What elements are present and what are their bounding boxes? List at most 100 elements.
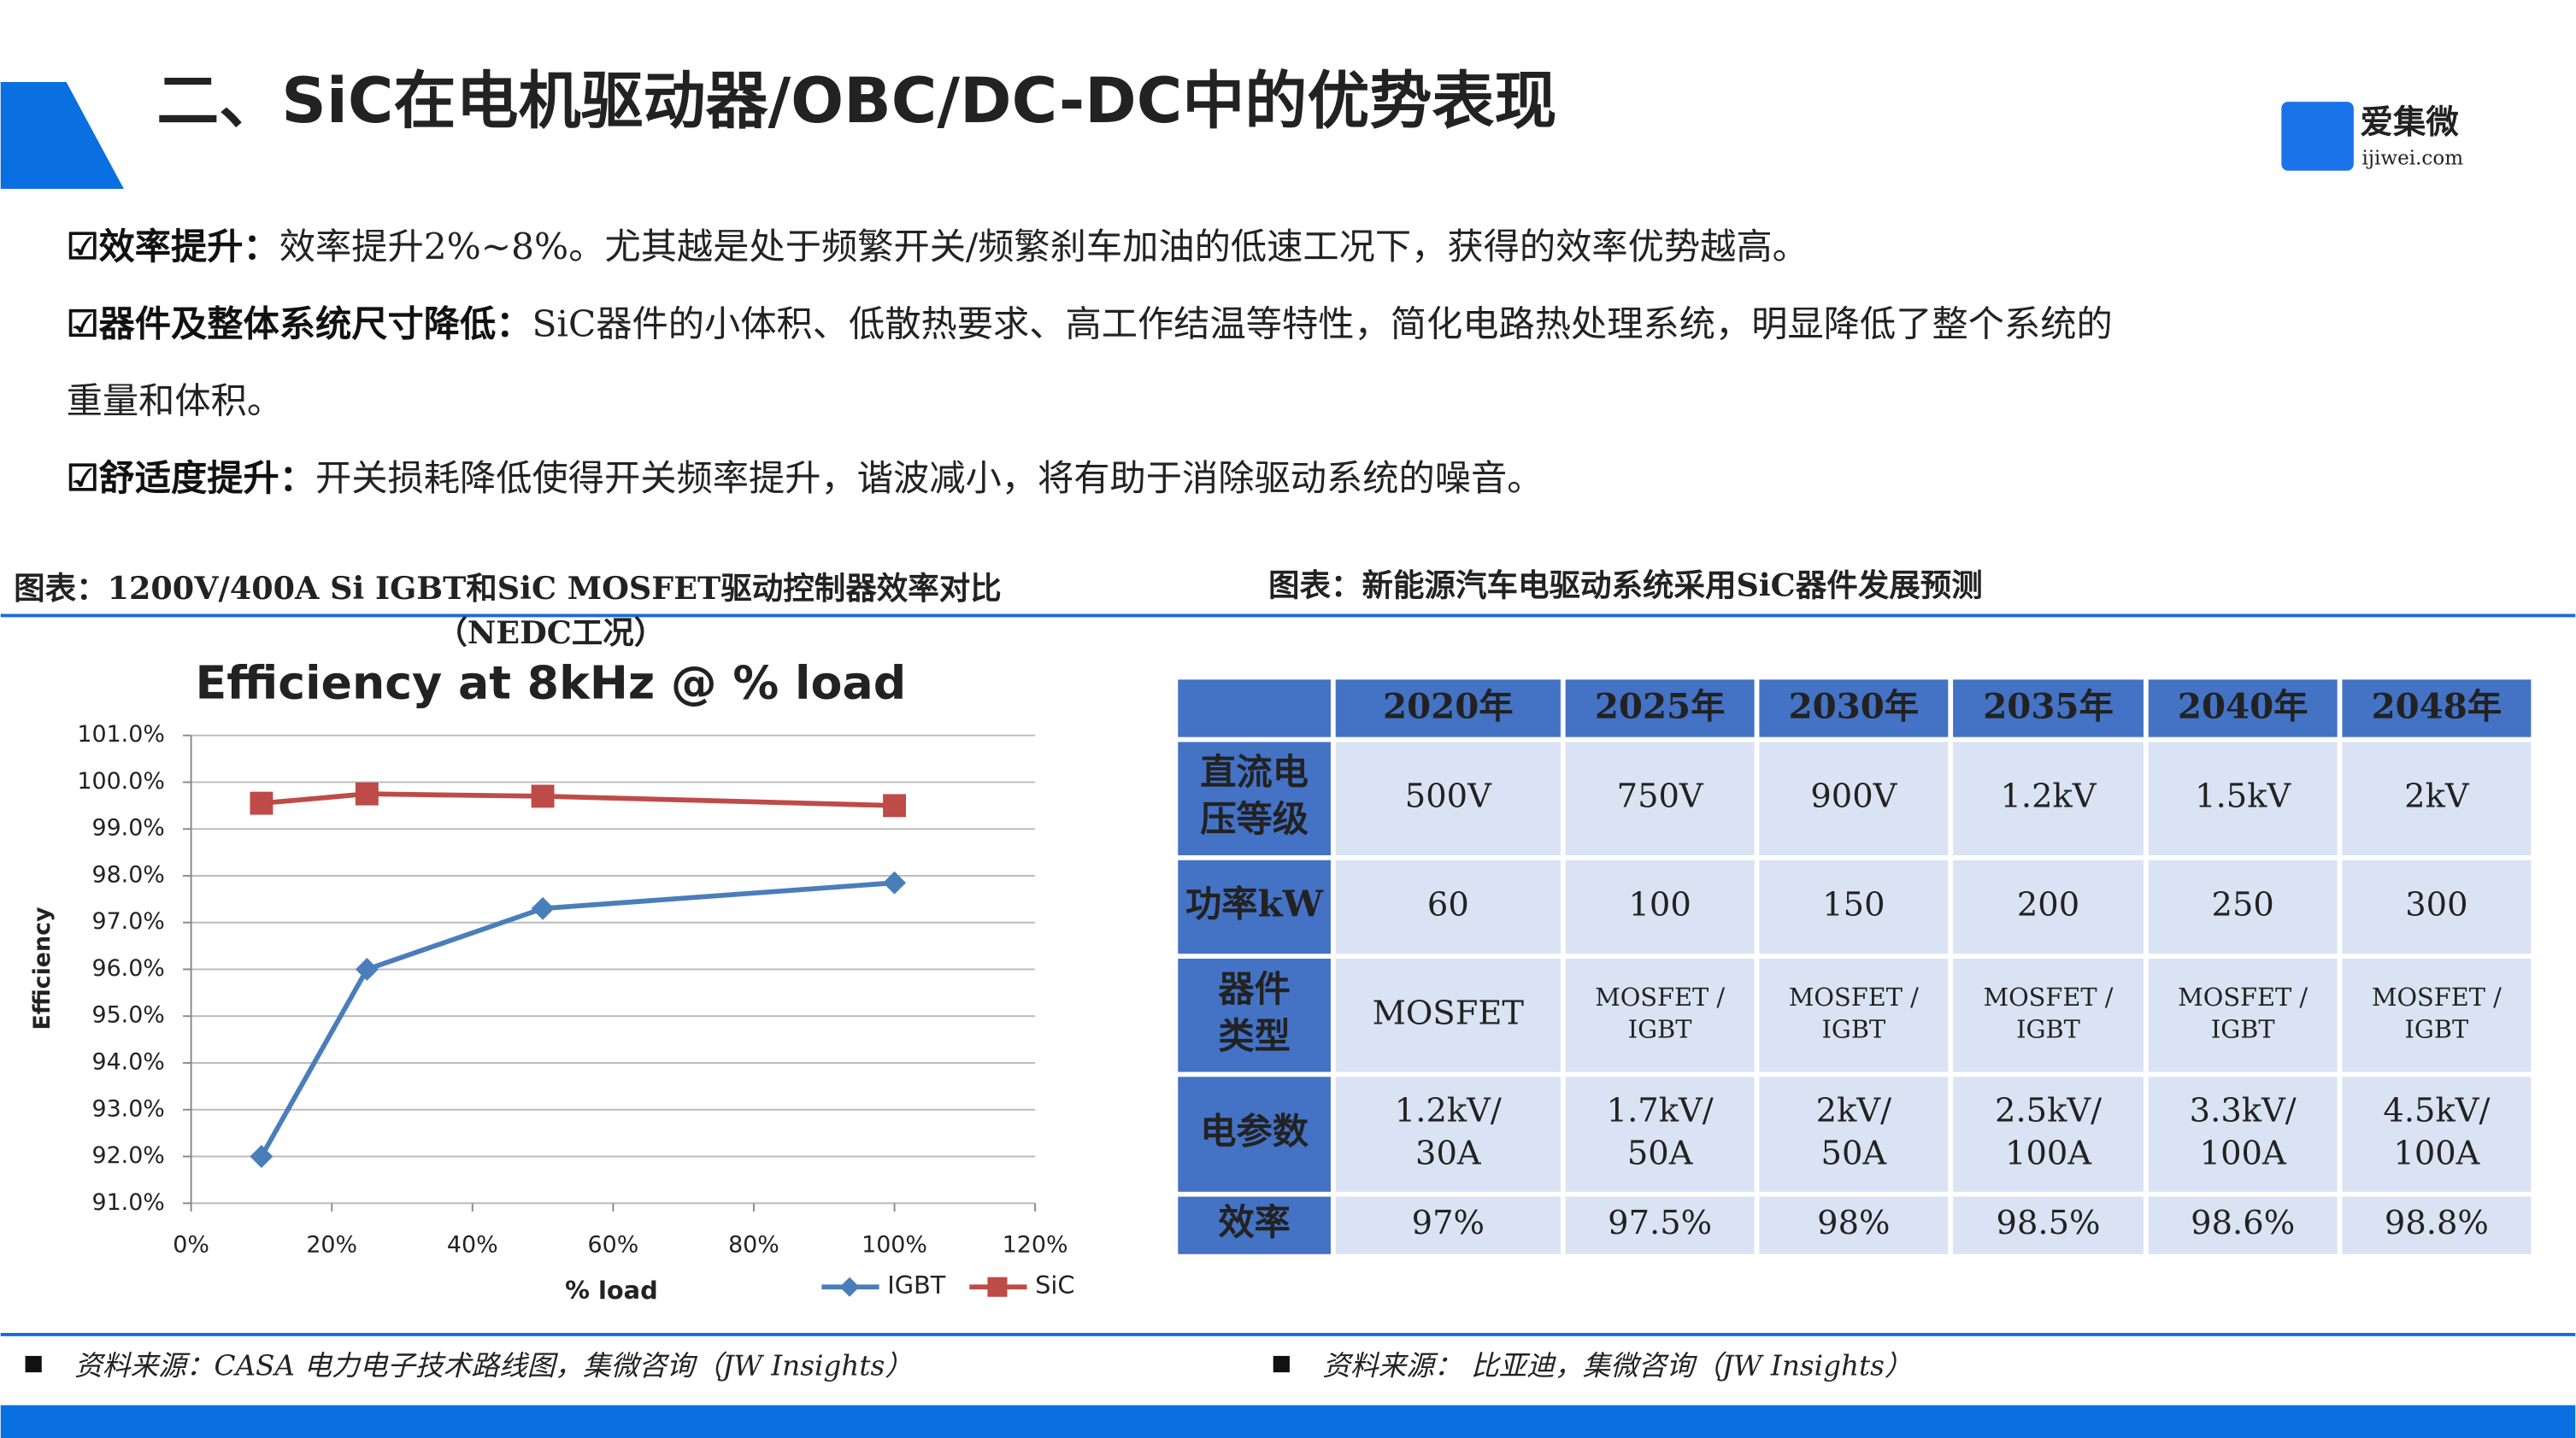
cell-text: MOSFET /	[1984, 983, 2114, 1012]
point	[531, 784, 555, 808]
bullet-square	[25, 1355, 42, 1373]
y-tick-label: 92.0%	[91, 1142, 164, 1169]
y-tick-label: 95.0%	[91, 1002, 164, 1029]
cell-text: 100A	[2393, 1135, 2480, 1173]
point	[883, 794, 906, 818]
header-cell	[1178, 679, 1331, 737]
cell-text: 200	[2017, 885, 2079, 924]
cell-text: 30A	[1415, 1135, 1482, 1173]
legend-marker	[839, 1277, 860, 1297]
cell-text: 1.7kV/	[1607, 1092, 1714, 1130]
bullet-text: SiC器件的小体积、低散热要求、高工作结温等特性，简化电路热处理系统，明显降低了…	[532, 302, 2112, 344]
point	[883, 871, 906, 895]
header-text: 2030年	[1789, 685, 1920, 726]
table-cell	[2342, 742, 2532, 855]
header-text: 2025年	[1595, 685, 1726, 726]
legend-label: IGBT	[887, 1271, 946, 1300]
cell-text: 3.3kV/	[2190, 1092, 2297, 1130]
cell-text: IGBT	[2405, 1015, 2469, 1044]
table-cell	[2148, 742, 2338, 855]
cell-text: 电参数	[1200, 1110, 1309, 1153]
cell-text: 类型	[1218, 1014, 1291, 1057]
table-cell	[2342, 959, 2532, 1072]
corner-shape	[0, 82, 124, 189]
cell-text: 1.2kV	[2000, 778, 2097, 816]
cell-text: 4.5kV/	[2383, 1092, 2490, 1130]
cell-text: 750V	[1617, 778, 1704, 816]
source: 资料来源： 比亚迪，集微咨询（JW Insights）	[1322, 1349, 1912, 1382]
table-cell	[1953, 959, 2144, 1072]
table-cell	[2342, 1077, 2532, 1192]
table-cell	[2342, 860, 2532, 954]
cell-text: 97.5%	[1608, 1204, 1712, 1242]
row-label-cell	[1178, 959, 1331, 1072]
y-tick-label: 91.0%	[91, 1189, 164, 1216]
cell-text: 60	[1427, 885, 1469, 924]
table-cell	[2148, 1077, 2338, 1192]
footer-bar	[0, 1405, 2576, 1438]
cell-text: 50A	[1627, 1135, 1694, 1173]
table-cell	[1565, 1077, 1755, 1192]
bullet: ☑器件及整体系统尺寸降低：SiC器件的小体积、低散热要求、高工作结温等特性，简化…	[67, 302, 2113, 344]
x-tick-label: 40%	[447, 1232, 498, 1259]
legend-marker	[987, 1277, 1008, 1297]
cell-text: MOSFET /	[1595, 983, 1725, 1012]
y-tick-label: 100.0%	[77, 768, 164, 795]
bullet-label: ☑器件及整体系统尺寸降低：	[67, 302, 532, 344]
bullet-label: ☑效率提升：	[67, 225, 279, 267]
cell-text: IGBT	[2016, 1015, 2080, 1044]
header-cell	[2148, 679, 2338, 737]
header-cell	[1565, 679, 1755, 737]
row-label-cell	[1178, 860, 1331, 954]
cell-text: MOSFET /	[2178, 983, 2308, 1012]
cell-text: IGBT	[2211, 1015, 2275, 1044]
cell-text: 2kV	[2404, 778, 2470, 816]
cell-text: 300	[2405, 885, 2467, 924]
bullet-text: 开关损耗降低使得开关频率提升，谐波减小，将有助于消除驱动系统的噪音。	[315, 457, 1544, 499]
table-cell	[2148, 959, 2338, 1072]
table-cell	[1565, 860, 1755, 954]
table-cell	[1759, 1196, 1949, 1254]
table-cell	[1953, 742, 2144, 855]
y-tick-label: 94.0%	[91, 1048, 164, 1075]
bullet: ☑效率提升：效率提升2%~8%。尤其越是处于频繁开关/频繁刹车加油的低速工况下，…	[67, 225, 1808, 267]
cell-text: 器件	[1218, 967, 1291, 1010]
table-caption: 图表：新能源汽车电驱动系统采用SiC器件发展预测	[1268, 566, 1983, 603]
cell-text: 直流电	[1200, 750, 1309, 793]
cell-text: 100A	[2005, 1135, 2092, 1173]
header-cell	[1759, 679, 1949, 737]
bullet-text: 重量和体积。	[67, 380, 283, 422]
header-text: 2040年	[2178, 685, 2308, 726]
header-text: 2035年	[1983, 685, 2114, 726]
table-cell	[2148, 1196, 2338, 1254]
logo-text: 爱集微	[2361, 103, 2460, 142]
cell-text: MOSFET /	[2372, 983, 2502, 1012]
title: 二、SiC在电机驱动器/OBC/DC-DC中的优势表现	[156, 65, 1556, 138]
cell-text: 98.8%	[2385, 1204, 2489, 1242]
y-tick-label: 93.0%	[91, 1095, 164, 1122]
row-label-cell	[1178, 1196, 1331, 1254]
cell-text: 1.5kV	[2195, 778, 2291, 816]
chart-caption: 图表：1200V/400A Si IGBT和SiC MOSFET驱动控制器效率对…	[14, 570, 1002, 607]
x-tick-label: 120%	[1003, 1232, 1068, 1259]
logo-url: ijiwei.com	[2361, 147, 2463, 169]
table-cell	[1953, 860, 2144, 954]
header-text: 2048年	[2372, 685, 2502, 726]
cell-text: IGBT	[1821, 1015, 1885, 1044]
x-tick-label: 60%	[588, 1232, 639, 1259]
y-tick-label: 96.0%	[91, 955, 164, 982]
cell-text: 98%	[1817, 1204, 1890, 1242]
cell-text: 2.5kV/	[1995, 1092, 2102, 1130]
cell-text: 效率	[1218, 1200, 1291, 1243]
cell-text: 98.6%	[2191, 1204, 2295, 1242]
table-cell	[1565, 742, 1755, 855]
cell-text: 97%	[1412, 1204, 1485, 1242]
y-axis-label: Efficiency	[29, 907, 56, 1030]
table-cell	[2342, 1196, 2532, 1254]
table-cell	[1759, 959, 1949, 1072]
cell-text: IGBT	[1628, 1015, 1692, 1044]
table-cell	[1335, 742, 1561, 855]
cell-text: 50A	[1821, 1135, 1888, 1173]
